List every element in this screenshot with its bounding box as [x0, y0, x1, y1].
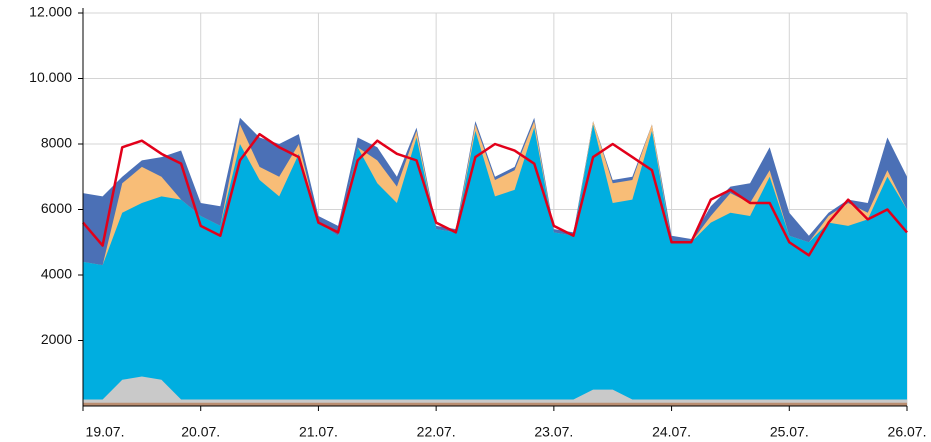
x-tick-label: 23.07.	[534, 424, 573, 440]
y-tick-label: 8000	[41, 135, 72, 151]
y-tick-label: 6000	[41, 200, 72, 216]
x-tick-label: 20.07.	[181, 424, 220, 440]
y-tick-label: 4000	[41, 266, 72, 282]
x-tick-label: 24.07.	[652, 424, 691, 440]
line	[82, 132, 908, 257]
x-tick-label: 19.07.	[86, 424, 125, 440]
x-tick-label: 21.07.	[299, 424, 338, 440]
area	[83, 124, 907, 406]
area	[83, 402, 907, 406]
y-tick-label: 12.000	[29, 4, 72, 20]
x-tick-label: 22.07.	[417, 424, 456, 440]
x-tick-label: 26.07.	[888, 424, 927, 440]
y-tick-label: 2000	[41, 331, 72, 347]
y-tick-label: 10.000	[29, 69, 72, 85]
x-tick-label: 25.07.	[770, 424, 809, 440]
